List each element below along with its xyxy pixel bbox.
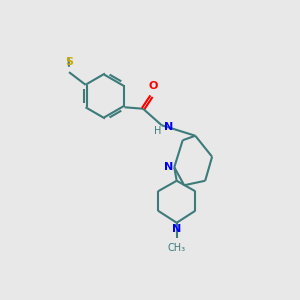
Text: N: N [172,224,181,234]
Text: S: S [65,57,73,67]
Text: CH₃: CH₃ [168,243,186,253]
Text: N: N [164,122,173,132]
Text: H: H [154,126,161,136]
Text: N: N [164,162,173,172]
Text: O: O [148,81,158,91]
